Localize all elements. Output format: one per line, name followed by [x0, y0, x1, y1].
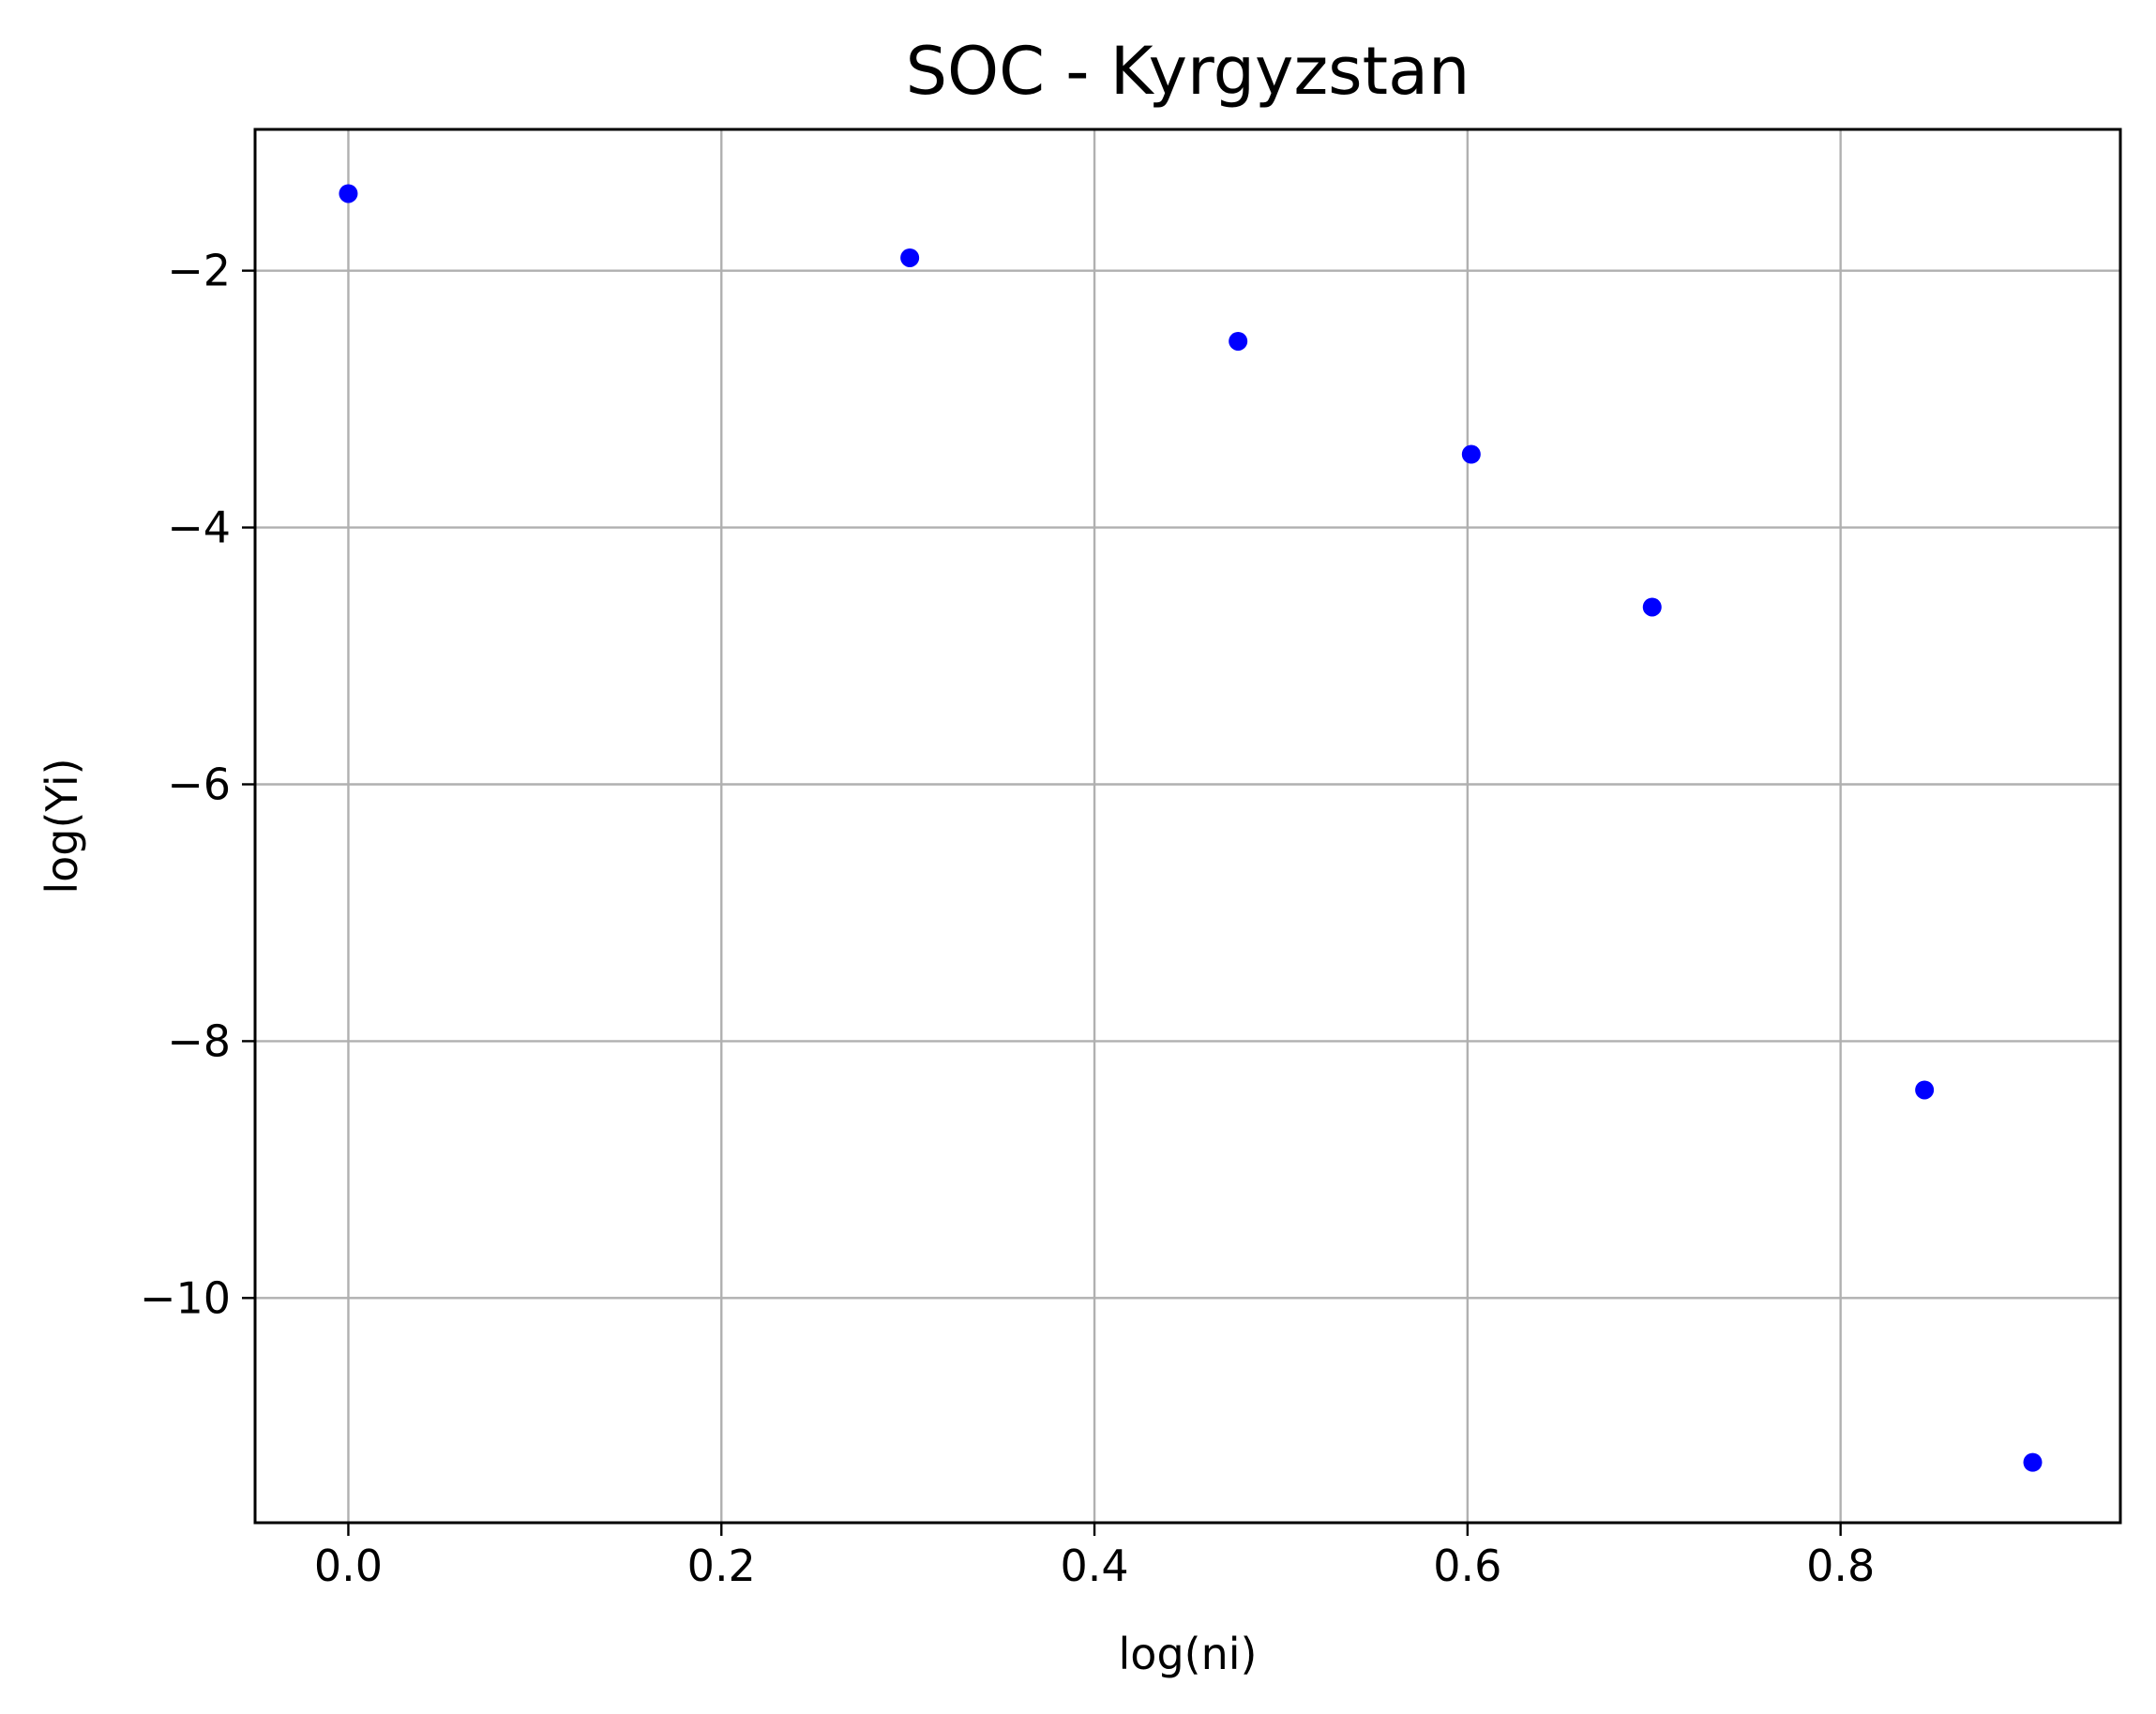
y-tick-label: −4 [167, 503, 231, 553]
x-tick-label: 0.8 [1806, 1541, 1875, 1591]
y-tick-label: −10 [140, 1272, 231, 1323]
axis-ticks: 0.0 0.2 0.4 0.6 0.8 −2 −4 −6 −8 −10 [140, 246, 1875, 1591]
data-point [900, 248, 920, 267]
data-point [2023, 1452, 2043, 1472]
x-tick-label: 0.0 [314, 1541, 383, 1591]
grid-lines [255, 129, 2120, 1523]
x-axis-label: log(ni) [1119, 1629, 1258, 1679]
data-point [339, 184, 358, 203]
y-axis-label: log(Yi) [37, 758, 87, 894]
x-tick-label: 0.4 [1060, 1541, 1128, 1591]
y-tick-label: −6 [167, 759, 231, 809]
data-point [1642, 597, 1662, 617]
data-point [1461, 444, 1481, 464]
data-point [1915, 1080, 1935, 1100]
data-point [1229, 331, 1248, 351]
x-tick-label: 0.2 [687, 1541, 756, 1591]
x-tick-label: 0.6 [1433, 1541, 1501, 1591]
plot-frame [253, 128, 2122, 1525]
y-tick-label: −8 [167, 1015, 231, 1066]
data-points [339, 184, 2043, 1472]
y-tick-label: −2 [167, 246, 231, 296]
chart-title: SOC - Kyrgyzstan [906, 33, 1470, 110]
